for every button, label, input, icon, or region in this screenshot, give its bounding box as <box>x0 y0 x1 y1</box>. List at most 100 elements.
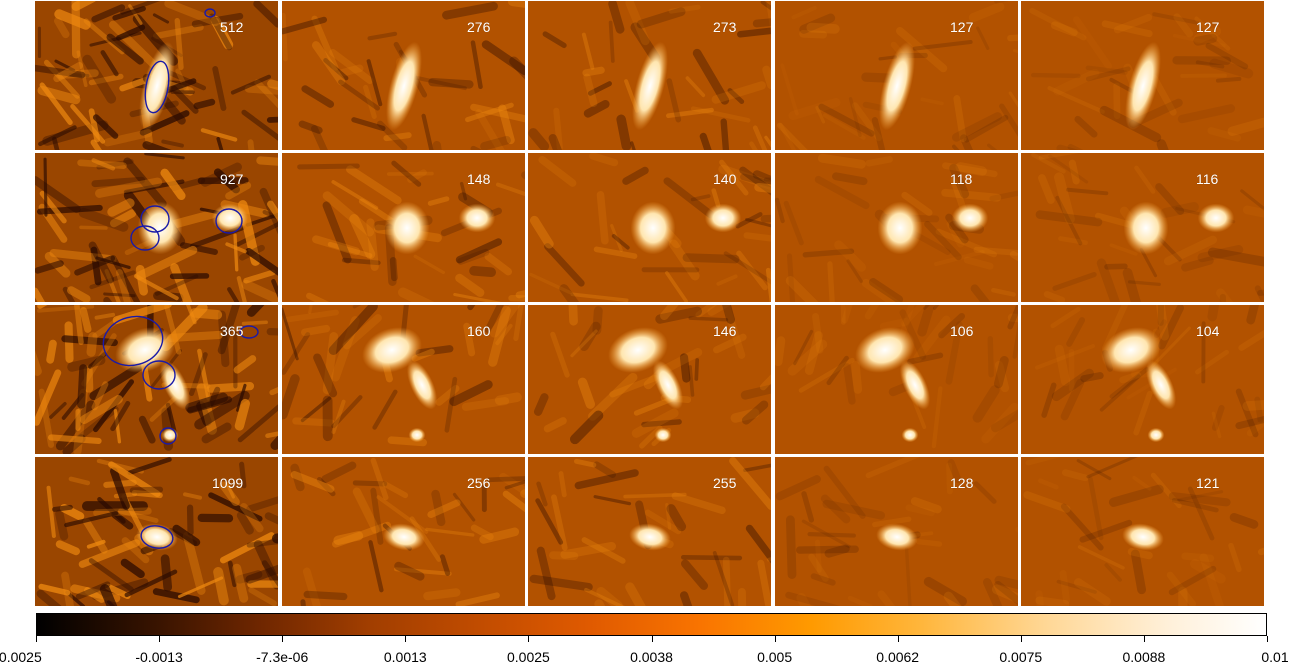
panel-image <box>282 1 525 150</box>
contour-outline <box>130 225 160 251</box>
colorbar-tick-label: -7.3e-06 <box>256 649 309 665</box>
panel-noise-label: 118 <box>950 171 973 187</box>
source-blob <box>362 327 422 373</box>
colorbar-tick-mark <box>897 636 899 642</box>
contour-outline <box>159 427 177 445</box>
source-blob <box>877 201 923 255</box>
panel-noise-label: 106 <box>950 323 974 339</box>
image-panel: 118 <box>775 153 1018 302</box>
source-blob <box>137 201 183 255</box>
panel-image <box>282 457 525 606</box>
source-blob <box>1125 41 1161 131</box>
source-blob <box>629 523 671 551</box>
source-blob <box>159 360 191 410</box>
colorbar <box>36 613 1267 636</box>
source-blob <box>951 203 989 233</box>
contour-outline <box>140 205 170 233</box>
source-blob <box>406 360 438 410</box>
image-panel: 512 <box>35 1 278 150</box>
source-blob <box>384 201 430 255</box>
source-blob <box>383 523 425 551</box>
panel-image <box>35 1 278 150</box>
panel-image <box>528 1 771 150</box>
colorbar-tick-label: 0.0075 <box>999 649 1043 665</box>
panel-image <box>1021 1 1264 150</box>
image-panel: 121 <box>1021 457 1264 606</box>
panel-noise-label: 127 <box>1196 19 1220 35</box>
panel-image <box>528 153 771 302</box>
panel-noise-label: 927 <box>220 171 244 187</box>
panel-noise-label: 273 <box>713 19 737 35</box>
image-panel: 273 <box>528 1 771 150</box>
source-blob <box>1122 523 1164 551</box>
colorbar-tick-mark <box>1020 636 1022 642</box>
panel-noise-label: 276 <box>467 19 491 35</box>
colorbar-tick-mark <box>282 636 284 642</box>
colorbar-tick-label: 0.0038 <box>630 649 673 665</box>
panel-image <box>35 457 278 606</box>
panel-image <box>775 153 1018 302</box>
panel-image <box>775 1 1018 150</box>
image-panel: 128 <box>775 457 1018 606</box>
panel-image <box>1021 153 1264 302</box>
image-panel: 927 <box>35 153 278 302</box>
colorbar-tick-label: 0.005 <box>757 649 793 665</box>
image-panel-grid: 512 276 273 127 127 927 148 140 118 116 365 160 146 1… <box>35 0 1268 607</box>
source-blob <box>386 41 422 131</box>
contour-outline <box>239 325 259 339</box>
panel-image <box>775 305 1018 454</box>
panel-image <box>775 457 1018 606</box>
image-panel: 116 <box>1021 153 1264 302</box>
source-blob <box>632 41 668 131</box>
panel-image <box>35 305 278 454</box>
image-panel: 106 <box>775 305 1018 454</box>
panel-image <box>282 153 525 302</box>
image-panel: 276 <box>282 1 525 150</box>
panel-noise-label: 127 <box>950 19 974 35</box>
source-blob <box>652 360 684 410</box>
image-panel: 160 <box>282 305 525 454</box>
colorbar-tick-mark <box>159 636 161 642</box>
source-blob <box>879 41 915 131</box>
panel-noise-label: 148 <box>467 171 491 187</box>
colorbar-tick-mark <box>36 636 37 642</box>
panel-image <box>1021 457 1264 606</box>
image-panel: 127 <box>1021 1 1264 150</box>
panel-image <box>282 305 525 454</box>
colorbar-tick-mark <box>1267 636 1268 642</box>
panel-noise-label: 104 <box>1196 323 1220 339</box>
image-panel: 104 <box>1021 305 1264 454</box>
source-blob <box>458 203 496 233</box>
colorbar-tick-label: 0.0088 <box>1122 649 1166 665</box>
source-blob <box>654 427 672 443</box>
panel-noise-label: 512 <box>220 19 244 35</box>
source-blob <box>1101 327 1161 373</box>
panel-noise-label: 255 <box>713 475 737 491</box>
contour-outline <box>140 525 174 549</box>
colorbar-tick-label: -0.0013 <box>135 649 183 665</box>
contour-outline <box>142 360 176 390</box>
panel-noise-label: 146 <box>713 323 737 339</box>
source-blob <box>1147 427 1165 443</box>
panel-image <box>1021 305 1264 454</box>
source-blob <box>608 327 668 373</box>
image-panel: 255 <box>528 457 771 606</box>
panel-image <box>528 305 771 454</box>
panel-noise-label: 128 <box>950 475 974 491</box>
source-blob <box>899 360 931 410</box>
colorbar-tick-label: -0.0025 <box>0 649 42 665</box>
panel-noise-label: 365 <box>220 323 244 339</box>
panel-image <box>528 457 771 606</box>
panel-image <box>35 153 278 302</box>
image-panel: 146 <box>528 305 771 454</box>
image-panel: 140 <box>528 153 771 302</box>
image-panel: 256 <box>282 457 525 606</box>
source-blob <box>1123 201 1169 255</box>
colorbar-tick-mark <box>405 636 407 642</box>
source-blob <box>1145 360 1177 410</box>
colorbar-tick-mark <box>528 636 530 642</box>
colorbar-tick-label: 0.01 <box>1261 649 1289 665</box>
source-blob <box>855 327 915 373</box>
contour-outline <box>144 60 170 114</box>
panel-noise-label: 160 <box>467 323 491 339</box>
